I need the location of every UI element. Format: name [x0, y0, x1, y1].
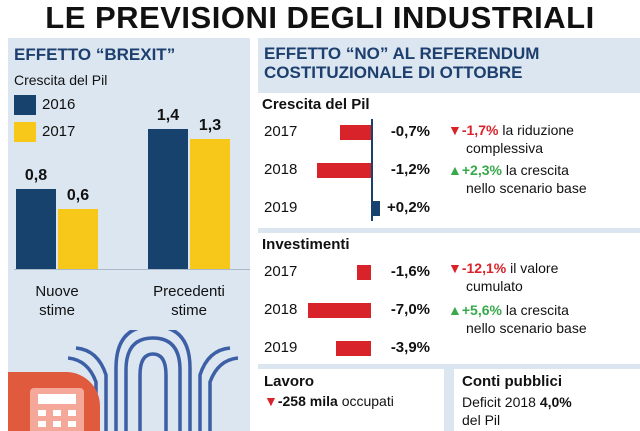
- confindustria-logo: [68, 330, 238, 431]
- lavoro-title: Lavoro: [264, 373, 315, 390]
- pil-bar-2019: [371, 201, 380, 216]
- bar-precedenti-2016: [148, 129, 188, 269]
- pil-label-2017: -0,7%: [390, 123, 430, 140]
- pil-label-2019: +0,2%: [387, 199, 430, 216]
- label-nuove-2016: 0,8: [24, 167, 48, 184]
- bar-nuove-2017: [58, 209, 98, 269]
- conti-title: Conti pubblici: [462, 373, 562, 390]
- conti-pubblici-box: Conti pubblici Deficit 2018 4,0% del Pil: [454, 369, 640, 431]
- investimenti-bar-2019: [335, 341, 371, 356]
- brexit-panel: EFFETTO “BREXIT” Crescita del Pil 2016 2…: [8, 38, 250, 431]
- pil-title: Crescita del Pil: [262, 96, 370, 113]
- page-title: LE PREVISIONI DEGLI INDUSTRIALI: [45, 0, 595, 35]
- legend-label-2016: 2016: [42, 96, 76, 113]
- investimenti-label-2017: -1,6%: [390, 263, 430, 280]
- referendum-title: EFFETTO “NO” AL REFERENDUM COSTITUZIONAL…: [264, 44, 540, 82]
- brexit-title: EFFETTO “BREXIT”: [14, 45, 176, 64]
- pil-year-2019: 2019: [264, 199, 298, 216]
- investimenti-note-up: ▲+5,6% la crescita nello scenario base: [448, 302, 587, 336]
- referendum-panel: EFFETTO “NO” AL REFERENDUM COSTITUZIONAL…: [258, 38, 640, 431]
- pil-bar-2018: [317, 163, 371, 178]
- investimenti-bar-2017: [356, 265, 371, 280]
- investimenti-note-down: ▼-12,1% il valore cumulato: [448, 260, 559, 294]
- legend-label-2017: 2017: [42, 123, 76, 140]
- pil-year-2018: 2018: [264, 161, 298, 178]
- legend-swatch-2016: [14, 95, 36, 115]
- category-nuove-stime: Nuove stime: [35, 283, 79, 319]
- category-precedenti-stime: Precedenti stime: [153, 283, 225, 319]
- label-nuove-2017: 0,6: [66, 187, 90, 204]
- investimenti-box: Investimenti 2017 -1,6% 2018 -7,0% 2019 -3,9%…: [258, 233, 640, 364]
- baseline: [14, 269, 250, 270]
- label-precedenti-2017: 1,3: [198, 117, 222, 134]
- pil-axis: [371, 119, 373, 221]
- investimenti-bar-2018: [308, 303, 371, 318]
- pil-bar-2017: [339, 125, 371, 140]
- lavoro-value: ▼-258 mila occupati: [264, 393, 394, 409]
- pil-note-down: ▼-1,7% la riduzione complessiva: [448, 122, 574, 156]
- investimenti-year-2017: 2017: [264, 263, 298, 280]
- calculator-icon: [8, 372, 100, 431]
- pil-year-2017: 2017: [264, 123, 298, 140]
- investimenti-year-2019: 2019: [264, 339, 298, 356]
- pil-box: Crescita del Pil 2017 -0,7% 2018 -1,2% 2019 +…: [258, 93, 640, 228]
- bar-precedenti-2017: [190, 139, 230, 269]
- brexit-subtitle: Crescita del Pil: [14, 72, 108, 88]
- bar-nuove-2016: [16, 189, 56, 269]
- investimenti-label-2018: -7,0%: [390, 301, 430, 318]
- investimenti-title: Investimenti: [262, 236, 350, 253]
- label-precedenti-2016: 1,4: [156, 107, 180, 124]
- conti-value: Deficit 2018 4,0% del Pil: [462, 394, 572, 428]
- investimenti-year-2018: 2018: [264, 301, 298, 318]
- pil-note-up: ▲+2,3% la crescita nello scenario base: [448, 162, 587, 196]
- investimenti-label-2019: -3,9%: [390, 339, 430, 356]
- pil-label-2018: -1,2%: [390, 161, 430, 178]
- lavoro-box: Lavoro ▼-258 mila occupati: [258, 369, 444, 431]
- legend-swatch-2017: [14, 122, 36, 142]
